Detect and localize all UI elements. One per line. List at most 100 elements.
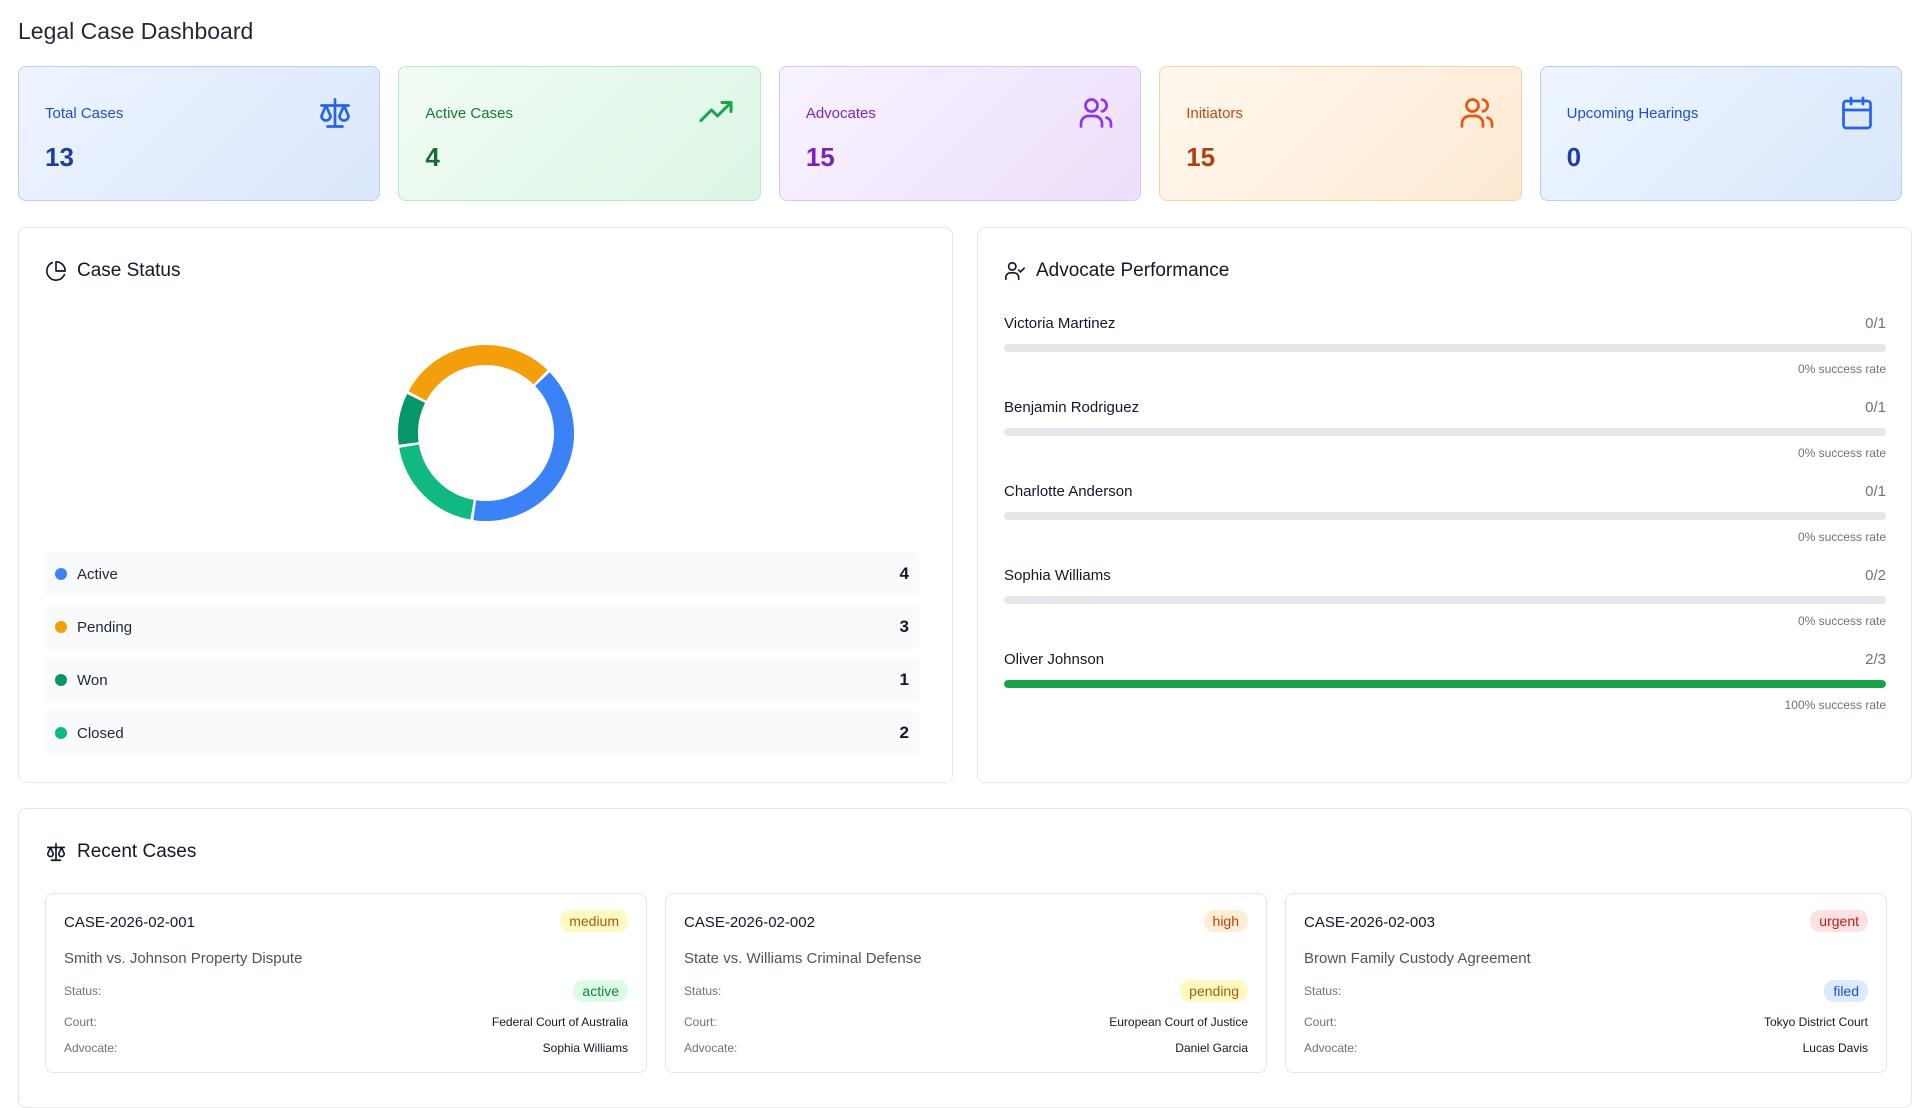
status-count: 4 bbox=[899, 564, 909, 583]
advocate-name: Victoria Martinez bbox=[1004, 315, 1116, 332]
status-count: 2 bbox=[899, 723, 909, 742]
priority-badge: medium bbox=[560, 910, 628, 932]
users-icon bbox=[1079, 98, 1113, 128]
advocate-value: Sophia Williams bbox=[542, 1041, 628, 1055]
advocate-ratio: 0/1 bbox=[1865, 483, 1886, 500]
success-rate: 100% success rate bbox=[1784, 698, 1886, 712]
pie-chart-icon bbox=[46, 261, 66, 281]
status-count: 3 bbox=[899, 617, 909, 636]
stats-row: Total Cases 13 Active Cases 4 Advocates … bbox=[18, 66, 1903, 201]
advocate-row[interactable]: Benjamin Rodriguez 0/1 0% success rate bbox=[1004, 399, 1886, 460]
advocate-value: Daniel Garcia bbox=[1175, 1041, 1248, 1055]
case-card[interactable]: CASE-2026-02-001 medium Smith vs. Johnso… bbox=[45, 893, 647, 1073]
advocate-name: Sophia Williams bbox=[1004, 567, 1111, 584]
advocate-ratio: 0/2 bbox=[1865, 567, 1886, 584]
stat-card-active-cases[interactable]: Active Cases 4 bbox=[398, 66, 761, 201]
stat-card-total-cases[interactable]: Total Cases 13 bbox=[18, 66, 381, 201]
recent-cases-title: Recent Cases bbox=[45, 841, 196, 863]
stat-value: 0 bbox=[1566, 142, 1582, 172]
stat-label: Advocates bbox=[805, 105, 876, 122]
case-number: CASE-2026-02-003 bbox=[1304, 914, 1435, 931]
success-rate: 0% success rate bbox=[1797, 530, 1886, 544]
case-title: Smith vs. Johnson Property Dispute bbox=[64, 950, 303, 967]
status-badge: active bbox=[573, 980, 628, 1002]
status-badge: filed bbox=[1824, 980, 1868, 1002]
case-number: CASE-2026-02-002 bbox=[684, 914, 815, 931]
case-card[interactable]: CASE-2026-02-002 high State vs. Williams… bbox=[665, 893, 1267, 1073]
advocate-name: Charlotte Anderson bbox=[1004, 483, 1133, 500]
advocate-key: Advocate: bbox=[684, 1041, 738, 1055]
page-title: Legal Case Dashboard bbox=[18, 18, 254, 44]
status-dot-pending bbox=[55, 621, 67, 633]
stat-label: Upcoming Hearings bbox=[1566, 105, 1699, 122]
priority-badge: high bbox=[1203, 910, 1248, 932]
advocate-performance-title: Advocate Performance bbox=[1004, 260, 1229, 282]
trending-up-icon bbox=[699, 101, 733, 122]
status-count: 1 bbox=[899, 670, 909, 689]
case-status-title: Case Status bbox=[45, 260, 181, 282]
advocate-name: Benjamin Rodriguez bbox=[1004, 399, 1140, 416]
case-status-donut-chart bbox=[398, 345, 574, 521]
case-status-title-text: Case Status bbox=[77, 260, 181, 281]
case-title: Brown Family Custody Agreement bbox=[1304, 950, 1531, 967]
success-rate: 0% success rate bbox=[1797, 362, 1886, 376]
advocate-ratio: 2/3 bbox=[1865, 651, 1886, 668]
stat-label: Initiators bbox=[1186, 105, 1243, 122]
advocate-ratio: 0/1 bbox=[1865, 315, 1886, 332]
priority-badge: urgent bbox=[1810, 910, 1868, 932]
case-title: State vs. Williams Criminal Defense bbox=[684, 950, 922, 967]
court-key: Court: bbox=[684, 1015, 717, 1029]
status-key: Status: bbox=[1304, 984, 1342, 998]
status-dot-closed bbox=[55, 727, 67, 739]
stat-value: 15 bbox=[1186, 142, 1216, 172]
advocate-row[interactable]: Victoria Martinez 0/1 0% success rate bbox=[1004, 315, 1886, 376]
court-value: Federal Court of Australia bbox=[491, 1015, 628, 1029]
status-key: Status: bbox=[684, 984, 722, 998]
calendar-icon bbox=[1842, 96, 1872, 130]
donut-slice-closed[interactable] bbox=[399, 444, 475, 520]
advocate-name: Oliver Johnson bbox=[1004, 651, 1105, 668]
dashboard-page: Legal Case Dashboard Total Cases 13 Acti… bbox=[18, 18, 1912, 1108]
advocate-key: Advocate: bbox=[64, 1041, 118, 1055]
status-row-closed: Closed 2 bbox=[45, 711, 919, 755]
progress-fill bbox=[1004, 680, 1886, 688]
case-number: CASE-2026-02-001 bbox=[64, 914, 195, 931]
scale-icon bbox=[46, 842, 66, 862]
court-value: Tokyo District Court bbox=[1763, 1015, 1868, 1029]
success-progress-bar bbox=[1004, 428, 1886, 436]
stat-card-advocates[interactable]: Advocates 15 bbox=[778, 66, 1142, 201]
advocate-row[interactable]: Sophia Williams 0/2 0% success rate bbox=[1004, 567, 1886, 628]
advocate-value: Lucas Davis bbox=[1802, 1041, 1868, 1055]
status-badge: pending bbox=[1180, 980, 1248, 1002]
status-label: Closed bbox=[77, 724, 124, 742]
stat-card-upcoming-hearings[interactable]: Upcoming Hearings 0 bbox=[1539, 66, 1903, 201]
donut-slice-active[interactable] bbox=[473, 372, 574, 521]
success-progress-bar bbox=[1004, 596, 1886, 604]
status-label: Active bbox=[77, 565, 118, 583]
donut-slice-won[interactable] bbox=[398, 394, 426, 445]
status-label: Won bbox=[77, 671, 108, 689]
case-card[interactable]: CASE-2026-02-003 urgent Brown Family Cus… bbox=[1285, 893, 1887, 1073]
stat-value: 15 bbox=[805, 142, 835, 172]
stat-label: Active Cases bbox=[425, 105, 513, 122]
advocate-key: Advocate: bbox=[1304, 1041, 1358, 1055]
status-row-active: Active 4 bbox=[45, 552, 919, 596]
advocate-row[interactable]: Charlotte Anderson 0/1 0% success rate bbox=[1004, 483, 1886, 544]
success-rate: 0% success rate bbox=[1797, 446, 1886, 460]
court-key: Court: bbox=[1304, 1015, 1337, 1029]
success-progress-bar bbox=[1004, 680, 1886, 688]
recent-cases-title-text: Recent Cases bbox=[77, 841, 197, 862]
court-key: Court: bbox=[64, 1015, 97, 1029]
stat-card-initiators[interactable]: Initiators 15 bbox=[1159, 66, 1522, 201]
success-rate: 0% success rate bbox=[1797, 614, 1886, 628]
donut-slice-pending[interactable] bbox=[408, 345, 548, 402]
users-icon bbox=[1460, 98, 1493, 128]
stat-label: Total Cases bbox=[45, 105, 124, 122]
scale-icon bbox=[320, 98, 351, 128]
advocate-row[interactable]: Oliver Johnson 2/3 100% success rate bbox=[1004, 651, 1886, 712]
advocate-ratio: 0/1 bbox=[1865, 399, 1886, 416]
status-row-won: Won 1 bbox=[45, 658, 919, 702]
user-check-icon bbox=[1005, 261, 1025, 281]
status-key: Status: bbox=[64, 984, 102, 998]
advocate-performance-panel: Advocate Performance Victoria Martinez 0… bbox=[977, 227, 1912, 783]
